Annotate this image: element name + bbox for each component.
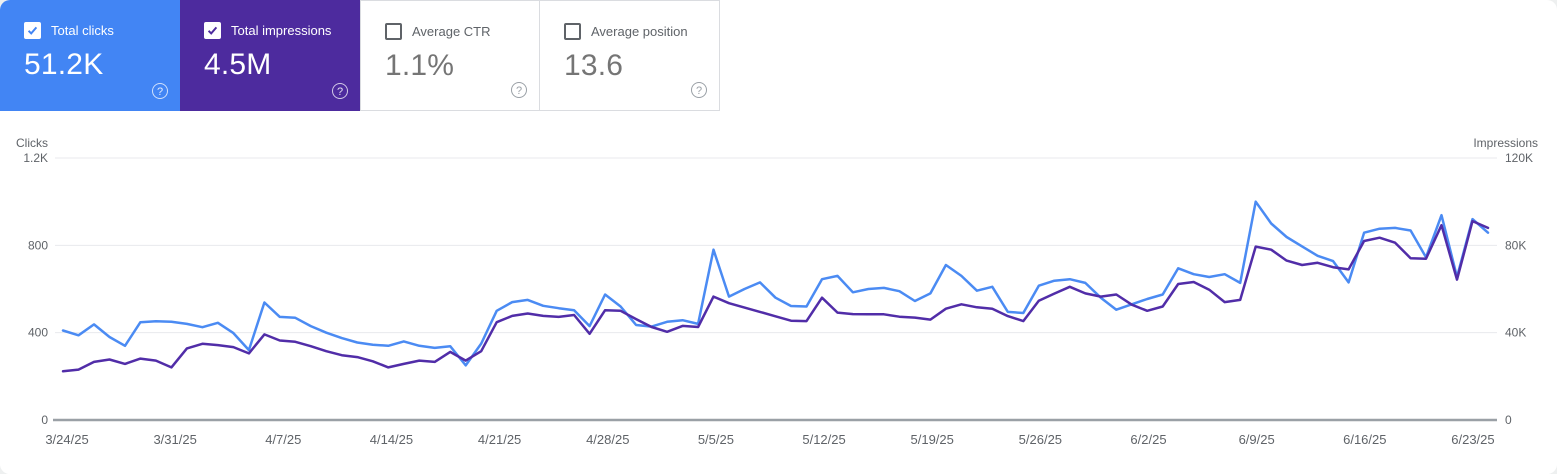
right-axis-tick: 120K xyxy=(1505,151,1533,165)
x-axis-date-label: 5/12/25 xyxy=(802,432,845,447)
x-axis-date-label: 4/28/25 xyxy=(586,432,629,447)
help-icon[interactable]: ? xyxy=(691,82,707,98)
left-axis-title: Clicks xyxy=(16,136,48,150)
total-clicks-value: 51.2K xyxy=(24,48,104,81)
help-icon[interactable]: ? xyxy=(332,83,348,99)
total-clicks-checkbox[interactable] xyxy=(24,22,41,39)
clicks-line[interactable] xyxy=(61,200,1490,367)
average-ctr-label: Average CTR xyxy=(412,24,491,39)
performance-chart[interactable]: Clicks Impressions 1.2K 800 400 0 120K 80K 40K 0 3… xyxy=(0,111,1557,474)
right-axis-tick: 0 xyxy=(1505,413,1512,427)
average-position-checkbox[interactable] xyxy=(564,23,581,40)
x-axis-date-label: 4/21/25 xyxy=(478,432,521,447)
x-axis-date-label: 3/24/25 xyxy=(45,432,88,447)
x-axis-date-label: 5/26/25 xyxy=(1019,432,1062,447)
x-axis-date-label: 3/31/25 xyxy=(153,432,196,447)
x-axis-date-label: 4/14/25 xyxy=(370,432,413,447)
metric-cards-row: Total clicks 51.2K ? Total impressions 4… xyxy=(0,0,720,111)
x-axis-date-label: 6/16/25 xyxy=(1343,432,1386,447)
left-axis-tick: 800 xyxy=(28,238,48,252)
metric-card-total-clicks[interactable]: Total clicks 51.2K ? xyxy=(0,0,180,111)
metric-card-average-position[interactable]: Average position 13.6 ? xyxy=(540,0,720,111)
x-axis-date-label: 6/23/25 xyxy=(1451,432,1494,447)
metric-card-average-ctr[interactable]: Average CTR 1.1% ? xyxy=(360,0,540,111)
x-axis-date-label: 5/5/25 xyxy=(698,432,734,447)
right-axis-title: Impressions xyxy=(1473,136,1538,150)
average-position-value: 13.6 xyxy=(564,49,624,82)
total-clicks-label: Total clicks xyxy=(51,23,114,38)
right-axis-tick: 80K xyxy=(1505,238,1526,252)
left-axis-tick: 1.2K xyxy=(23,151,48,165)
total-impressions-checkbox[interactable] xyxy=(204,22,221,39)
help-icon[interactable]: ? xyxy=(511,82,527,98)
right-axis-tick: 40K xyxy=(1505,326,1526,340)
x-axis-date-label: 4/7/25 xyxy=(265,432,301,447)
metric-card-total-impressions[interactable]: Total impressions 4.5M ? xyxy=(180,0,360,111)
impressions-line[interactable] xyxy=(61,219,1490,373)
x-axis-date-label: 6/9/25 xyxy=(1239,432,1275,447)
total-impressions-label: Total impressions xyxy=(231,23,332,38)
left-axis-tick: 400 xyxy=(28,326,48,340)
x-axis-date-label: 6/2/25 xyxy=(1130,432,1166,447)
checkmark-icon xyxy=(27,26,38,35)
help-icon[interactable]: ? xyxy=(152,83,168,99)
x-axis-date-label: 5/19/25 xyxy=(911,432,954,447)
total-impressions-value: 4.5M xyxy=(204,48,272,81)
checkmark-icon xyxy=(207,26,218,35)
average-position-label: Average position xyxy=(591,24,688,39)
average-ctr-checkbox[interactable] xyxy=(385,23,402,40)
average-ctr-value: 1.1% xyxy=(385,49,455,82)
left-axis-tick: 0 xyxy=(41,413,48,427)
